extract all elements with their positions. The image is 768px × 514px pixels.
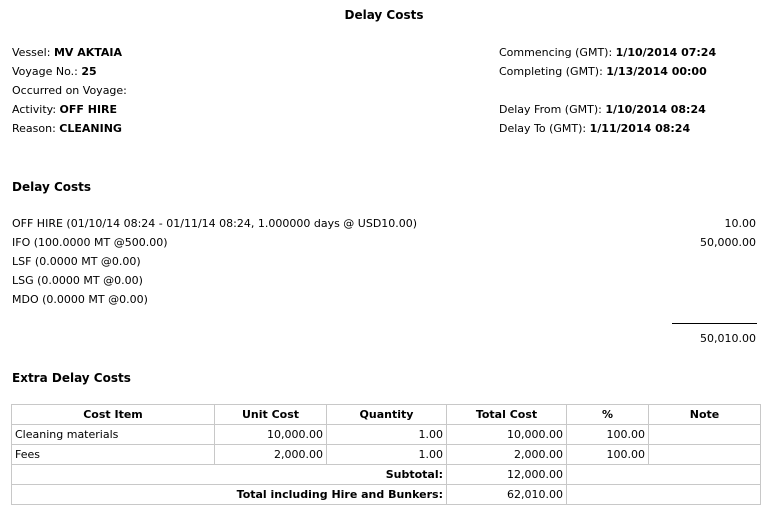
info-commencing: Commencing (GMT): 1/10/2014 07:24 [499, 46, 717, 59]
grand-total-label: Total including Hire and Bunkers: [11, 484, 447, 505]
subtotal-row: Subtotal: 12,000.00 [11, 464, 761, 485]
table-header-row: Cost Item Unit Cost Quantity Total Cost … [11, 404, 761, 425]
subtotal-empty [566, 464, 761, 485]
cell-total-cost: 2,000.00 [446, 444, 567, 465]
extra-costs-heading: Extra Delay Costs [12, 371, 131, 385]
col-quantity: Quantity [326, 404, 447, 425]
cell-note [648, 444, 761, 465]
cell-cost-item: Fees [11, 444, 215, 465]
cost-line-desc: LSG (0.0000 MT @0.00) [12, 274, 143, 287]
delay-costs-total: 50,010.00 [700, 332, 756, 345]
col-cost-item: Cost Item [11, 404, 215, 425]
col-total-cost: Total Cost [446, 404, 567, 425]
grand-total-row: Total including Hire and Bunkers: 62,010… [11, 484, 761, 505]
cost-line-desc: MDO (0.0000 MT @0.00) [12, 293, 148, 306]
cell-total-cost: 10,000.00 [446, 424, 567, 445]
cell-note [648, 424, 761, 445]
col-percent: % [566, 404, 649, 425]
cost-line-desc: IFO (100.0000 MT @500.00) [12, 236, 168, 249]
total-divider [672, 323, 757, 324]
col-unit-cost: Unit Cost [214, 404, 327, 425]
info-reason: Reason: CLEANING [12, 122, 122, 135]
info-occurred: Occurred on Voyage: [12, 84, 127, 97]
info-activity: Activity: OFF HIRE [12, 103, 118, 116]
info-delay-to: Delay To (GMT): 1/11/2014 08:24 [499, 122, 691, 135]
cell-unit-cost: 2,000.00 [214, 444, 327, 465]
info-voyage: Voyage No.: 25 [12, 65, 97, 78]
delay-costs-heading: Delay Costs [12, 180, 92, 194]
cost-line-amount: 50,000.00 [700, 236, 756, 249]
cost-line-desc: LSF (0.0000 MT @0.00) [12, 255, 141, 268]
subtotal-value: 12,000.00 [446, 464, 567, 485]
cell-cost-item: Cleaning materials [11, 424, 215, 445]
info-vessel: Vessel: MV AKTAIA [12, 46, 123, 59]
cost-line-desc: OFF HIRE (01/10/14 08:24 - 01/11/14 08:2… [12, 217, 418, 230]
page-title: Delay Costs [344, 8, 424, 22]
cell-quantity: 1.00 [326, 444, 447, 465]
info-completing: Completing (GMT): 1/13/2014 00:00 [499, 65, 707, 78]
cost-line-amount: 10.00 [724, 217, 757, 230]
cell-percent: 100.00 [566, 444, 649, 465]
grand-total-value: 62,010.00 [446, 484, 567, 505]
cell-quantity: 1.00 [326, 424, 447, 445]
info-delay-from: Delay From (GMT): 1/10/2014 08:24 [499, 103, 706, 116]
extra-costs-table: Cost Item Unit Cost Quantity Total Cost … [11, 404, 761, 505]
cell-unit-cost: 10,000.00 [214, 424, 327, 445]
subtotal-label: Subtotal: [11, 464, 447, 485]
grand-total-empty [566, 484, 761, 505]
col-note: Note [648, 404, 761, 425]
table-row: Fees 2,000.00 1.00 2,000.00 100.00 [11, 444, 761, 465]
cell-percent: 100.00 [566, 424, 649, 445]
table-row: Cleaning materials 10,000.00 1.00 10,000… [11, 424, 761, 445]
